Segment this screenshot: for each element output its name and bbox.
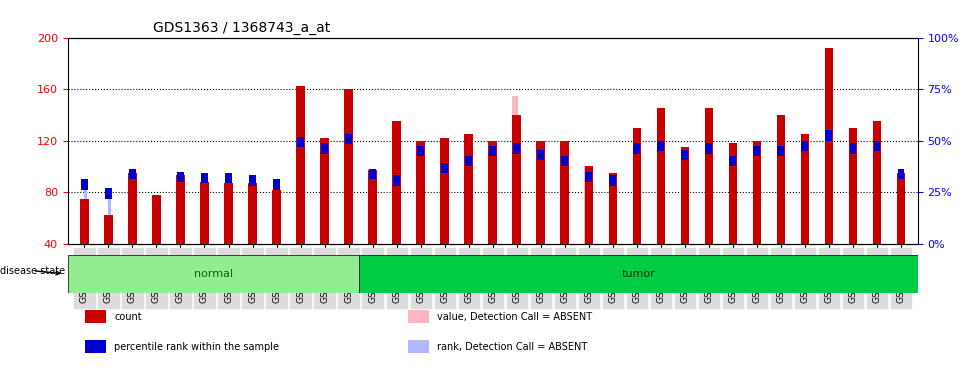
FancyBboxPatch shape	[68, 255, 359, 292]
Bar	[416, 141, 425, 244]
Bar	[298, 137, 304, 147]
Bar	[272, 190, 281, 244]
Text: tumor: tumor	[621, 269, 655, 279]
Bar	[633, 128, 641, 244]
Bar	[128, 173, 136, 244]
Bar	[297, 87, 304, 244]
Text: percentile rank within the sample: percentile rank within the sample	[114, 342, 279, 352]
Bar	[80, 199, 89, 244]
Bar	[490, 146, 496, 156]
Bar	[201, 173, 208, 183]
Bar	[681, 147, 689, 244]
Bar	[466, 156, 472, 166]
Bar	[849, 143, 856, 153]
Bar	[585, 172, 592, 182]
Bar	[322, 143, 327, 153]
Text: disease state: disease state	[0, 266, 65, 276]
Bar	[657, 108, 665, 244]
Bar	[705, 143, 712, 153]
Bar	[344, 115, 350, 244]
Bar	[658, 141, 664, 151]
Bar	[273, 179, 280, 190]
Bar	[85, 310, 106, 323]
Bar	[801, 134, 810, 244]
Bar	[588, 173, 592, 244]
Bar	[564, 153, 568, 244]
Bar	[513, 115, 521, 244]
Bar	[79, 199, 86, 244]
Bar	[584, 166, 593, 244]
Bar	[489, 141, 497, 244]
Bar	[417, 146, 424, 156]
Bar	[728, 143, 737, 244]
Bar	[392, 121, 401, 244]
Bar	[105, 188, 112, 199]
Bar	[104, 215, 113, 244]
Text: count: count	[114, 312, 142, 322]
Bar	[369, 169, 376, 179]
Bar	[583, 166, 590, 244]
Bar	[873, 141, 880, 151]
Bar	[249, 176, 256, 186]
Bar	[513, 143, 520, 153]
Bar	[152, 195, 157, 244]
Bar	[177, 172, 184, 182]
Bar	[368, 170, 377, 244]
FancyBboxPatch shape	[359, 255, 918, 292]
Bar	[536, 141, 545, 244]
Bar	[103, 215, 109, 244]
Bar	[81, 179, 88, 190]
Bar	[802, 141, 809, 151]
Bar	[225, 173, 232, 183]
Bar	[609, 173, 617, 244]
Text: rank, Detection Call = ABSENT: rank, Detection Call = ABSENT	[438, 342, 587, 352]
Bar	[560, 141, 569, 244]
Text: value, Detection Call = ABSENT: value, Detection Call = ABSENT	[438, 312, 592, 322]
Bar	[108, 199, 111, 244]
Bar	[753, 146, 760, 156]
Bar	[896, 173, 905, 244]
Bar	[321, 138, 328, 244]
Bar	[408, 310, 429, 323]
Bar	[825, 48, 833, 244]
Bar	[704, 108, 713, 244]
Bar	[176, 176, 185, 244]
Bar	[465, 134, 472, 244]
Bar	[393, 176, 400, 186]
Text: GDS1363 / 1368743_a_at: GDS1363 / 1368743_a_at	[153, 21, 329, 35]
Bar	[200, 182, 209, 244]
Bar	[753, 141, 761, 244]
Bar	[84, 190, 88, 244]
Bar	[778, 146, 784, 156]
Bar	[512, 96, 518, 244]
Bar	[681, 150, 688, 160]
Bar	[826, 130, 833, 141]
Bar	[441, 162, 448, 173]
Bar	[344, 89, 353, 244]
Bar	[345, 134, 352, 144]
Bar	[561, 156, 568, 166]
Bar	[153, 195, 160, 244]
Bar	[408, 340, 429, 353]
Bar	[872, 121, 881, 244]
Bar	[516, 141, 520, 244]
Bar	[634, 143, 640, 153]
Bar	[849, 128, 857, 244]
Bar	[85, 340, 106, 353]
Bar	[224, 183, 233, 244]
Bar	[129, 169, 136, 179]
Text: normal: normal	[194, 269, 233, 279]
Bar	[248, 183, 257, 244]
Bar	[440, 138, 449, 244]
Bar	[610, 176, 616, 186]
Bar	[729, 156, 736, 166]
Bar	[897, 169, 904, 179]
Bar	[537, 150, 544, 160]
Bar	[777, 115, 785, 244]
